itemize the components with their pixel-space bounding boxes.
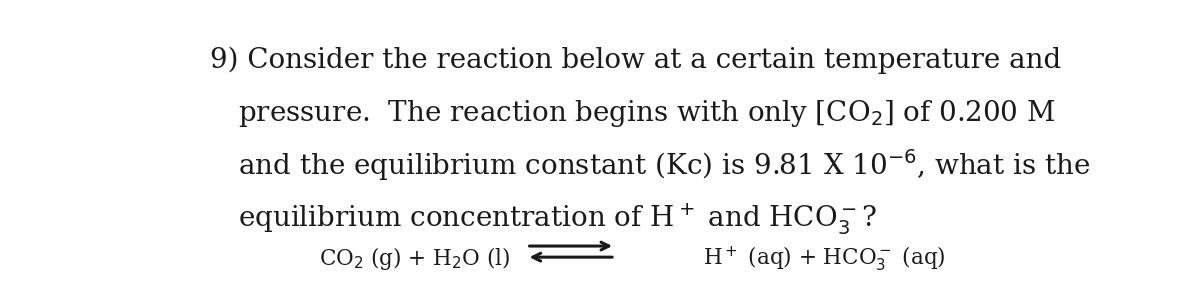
- Text: 9) Consider the reaction below at a certain temperature and: 9) Consider the reaction below at a cert…: [210, 46, 1062, 74]
- Text: CO$_2$ (g) + H$_2$O (l): CO$_2$ (g) + H$_2$O (l): [319, 245, 511, 272]
- Text: and the equilibrium constant (Kc) is 9.81 X 10$^{-6}$, what is the: and the equilibrium constant (Kc) is 9.8…: [239, 147, 1091, 183]
- Text: pressure.  The reaction begins with only [CO$_2$] of 0.200 M: pressure. The reaction begins with only …: [239, 98, 1056, 129]
- Text: H$^+$ (aq) + HCO$_3^-$ (aq): H$^+$ (aq) + HCO$_3^-$ (aq): [703, 245, 946, 273]
- Text: equilibrium concentration of H$^+$ and HCO$_3^-$?: equilibrium concentration of H$^+$ and H…: [239, 201, 877, 237]
